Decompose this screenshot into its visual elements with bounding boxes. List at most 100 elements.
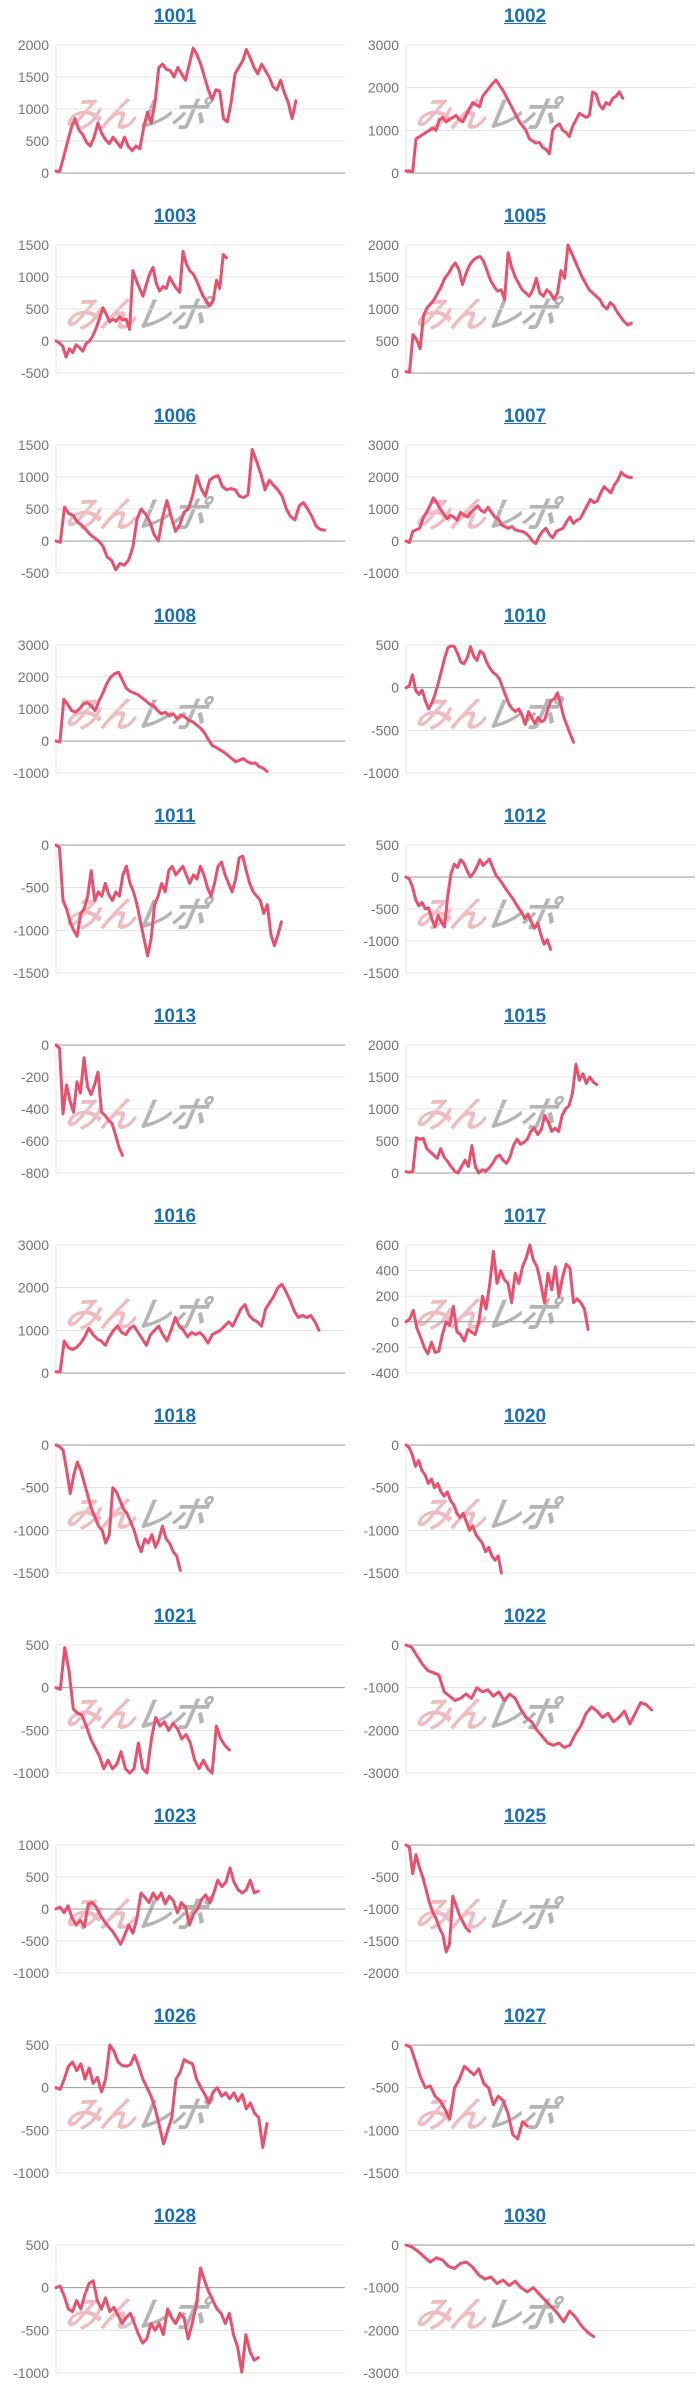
chart-cell-1006: 1006 みんレポ 1500 1000 500 0 -500 xyxy=(0,400,350,600)
sparkline-chart-1006: 1500 1000 500 0 -500 xyxy=(18,437,345,581)
y-tick-label: -1000 xyxy=(363,933,399,949)
y-tick-label: -500 xyxy=(21,2122,49,2138)
y-tick-label: 400 xyxy=(376,1263,400,1279)
y-tick-label: 1500 xyxy=(18,69,49,85)
sparkline-chart-1027: 0 -500 -1000 -1500 xyxy=(363,2037,695,2181)
y-tick-label: -1000 xyxy=(363,1522,399,1538)
y-tick-label: -1000 xyxy=(13,765,49,781)
chart-cell-1016: 1016 みんレポ 3000 2000 1000 0 xyxy=(0,1200,350,1400)
y-tick-label: -1000 xyxy=(363,2280,399,2296)
y-tick-label: 1500 xyxy=(368,1069,399,1085)
machine-number-link-1011[interactable]: 1011 xyxy=(154,806,196,827)
y-tick-label: 0 xyxy=(391,365,399,381)
chart-line xyxy=(404,857,552,951)
machine-number-link-1013[interactable]: 1013 xyxy=(153,1006,197,1027)
machine-number-link-1005[interactable]: 1005 xyxy=(503,206,547,227)
machine-number-link-1022[interactable]: 1022 xyxy=(503,1606,547,1627)
y-tick-label: -1500 xyxy=(363,2165,399,2181)
machine-number-link-1023[interactable]: 1023 xyxy=(153,1806,197,1827)
sparkline-chart-1018: 0 -500 -1000 -1500 xyxy=(13,1437,345,1581)
machine-number-link-1003[interactable]: 1003 xyxy=(153,206,197,227)
y-tick-label: 0 xyxy=(391,680,399,696)
chart-line xyxy=(404,470,633,546)
machine-number-link-1010[interactable]: 1010 xyxy=(503,606,547,627)
machine-number-link-1015[interactable]: 1015 xyxy=(503,1006,547,1027)
y-tick-label: 600 xyxy=(376,1237,400,1253)
y-tick-label: 0 xyxy=(41,2080,49,2096)
y-tick-label: 0 xyxy=(41,1680,49,1696)
y-tick-label: 0 xyxy=(41,2280,49,2296)
y-tick-label: 2000 xyxy=(18,669,49,685)
machine-number-link-1026[interactable]: 1026 xyxy=(153,2006,197,2027)
machine-number-link-1002[interactable]: 1002 xyxy=(503,6,547,27)
y-tick-label: 500 xyxy=(376,837,400,853)
y-tick-label: 0 xyxy=(41,1365,49,1381)
y-tick-label: 500 xyxy=(26,1637,50,1653)
sparkline-chart-1002: 3000 2000 1000 0 xyxy=(368,37,695,181)
y-tick-label: 1000 xyxy=(18,1322,49,1338)
y-tick-label: 0 xyxy=(391,1437,399,1453)
y-tick-label: -1500 xyxy=(13,965,49,981)
y-tick-label: 0 xyxy=(391,533,399,549)
y-tick-label: -1500 xyxy=(13,1565,49,1581)
chart-line xyxy=(404,243,633,374)
y-tick-label: 2000 xyxy=(368,80,399,96)
y-tick-label: 1000 xyxy=(368,501,399,517)
machine-number-link-1028[interactable]: 1028 xyxy=(153,2206,197,2227)
y-tick-label: 0 xyxy=(41,1437,49,1453)
chart-line xyxy=(404,2043,529,2141)
y-tick-label: 500 xyxy=(26,2237,50,2253)
y-tick-label: -500 xyxy=(21,565,49,581)
machine-number-link-1016[interactable]: 1016 xyxy=(153,1206,197,1227)
machine-number-link-1007[interactable]: 1007 xyxy=(503,406,547,427)
y-tick-label: 2000 xyxy=(368,237,399,253)
chart-line xyxy=(54,1646,231,1775)
y-tick-label: 2000 xyxy=(368,469,399,485)
machine-number-link-1027[interactable]: 1027 xyxy=(503,2006,547,2027)
y-tick-label: 0 xyxy=(41,1901,49,1917)
y-tick-label: -500 xyxy=(21,365,49,381)
y-tick-label: -1000 xyxy=(363,565,399,581)
y-tick-label: 0 xyxy=(41,733,49,749)
chart-cell-1010: 1010 みんレポ 500 0 -500 -1000 xyxy=(350,600,700,800)
machine-number-link-1008[interactable]: 1008 xyxy=(153,606,197,627)
machine-number-link-1018[interactable]: 1018 xyxy=(153,1406,197,1427)
chart-cell-1015: 1015 みんレポ 2000 1500 1000 500 0 xyxy=(350,1000,700,1200)
chart-cell-1008: 1008 みんレポ 3000 2000 1000 0 -1000 xyxy=(0,600,350,800)
machine-number-link-1012[interactable]: 1012 xyxy=(503,806,547,827)
y-tick-label: -600 xyxy=(21,1133,49,1149)
chart-line xyxy=(404,78,625,174)
chart-cell-1017: 1017 みんレポ 600 400 200 0 -200 -400 xyxy=(350,1200,700,1400)
y-tick-label: 3000 xyxy=(18,637,49,653)
y-tick-label: 500 xyxy=(26,301,50,317)
machine-number-link-1021[interactable]: 1021 xyxy=(153,1606,197,1627)
machine-number-link-1017[interactable]: 1017 xyxy=(503,1206,547,1227)
machine-number-link-1020[interactable]: 1020 xyxy=(503,1406,547,1427)
y-tick-label: 500 xyxy=(26,133,50,149)
chart-line xyxy=(54,46,298,173)
sparkline-chart-1008: 3000 2000 1000 0 -1000 xyxy=(13,637,345,781)
y-tick-label: -3000 xyxy=(363,2365,399,2381)
machine-number-link-1006[interactable]: 1006 xyxy=(153,406,197,427)
sparkline-chart-1015: 2000 1500 1000 500 0 xyxy=(368,1037,695,1181)
y-tick-label: -1000 xyxy=(13,1765,49,1781)
y-tick-label: 2000 xyxy=(18,1280,49,1296)
chart-line xyxy=(54,843,283,958)
sparkline-chart-1011: 0 -500 -1000 -1500 xyxy=(13,837,345,981)
machine-number-link-1030[interactable]: 1030 xyxy=(503,2206,547,2227)
y-tick-label: 0 xyxy=(41,333,49,349)
machine-number-link-1001[interactable]: 1001 xyxy=(153,6,197,27)
machine-number-link-1025[interactable]: 1025 xyxy=(503,1806,547,1827)
y-tick-label: -1000 xyxy=(363,1901,399,1917)
sparkline-chart-1007: 3000 2000 1000 0 -1000 xyxy=(363,437,695,581)
chart-line xyxy=(404,1843,472,1954)
y-tick-label: 0 xyxy=(41,837,49,853)
y-tick-label: 1000 xyxy=(18,101,49,117)
y-tick-label: -3000 xyxy=(363,1765,399,1781)
y-tick-label: -800 xyxy=(21,1165,49,1181)
y-tick-label: 200 xyxy=(376,1288,400,1304)
y-tick-label: -1000 xyxy=(363,765,399,781)
chart-line xyxy=(54,1866,260,1946)
sparkline-chart-1013: 0 -200 -400 -600 -800 xyxy=(21,1037,345,1181)
